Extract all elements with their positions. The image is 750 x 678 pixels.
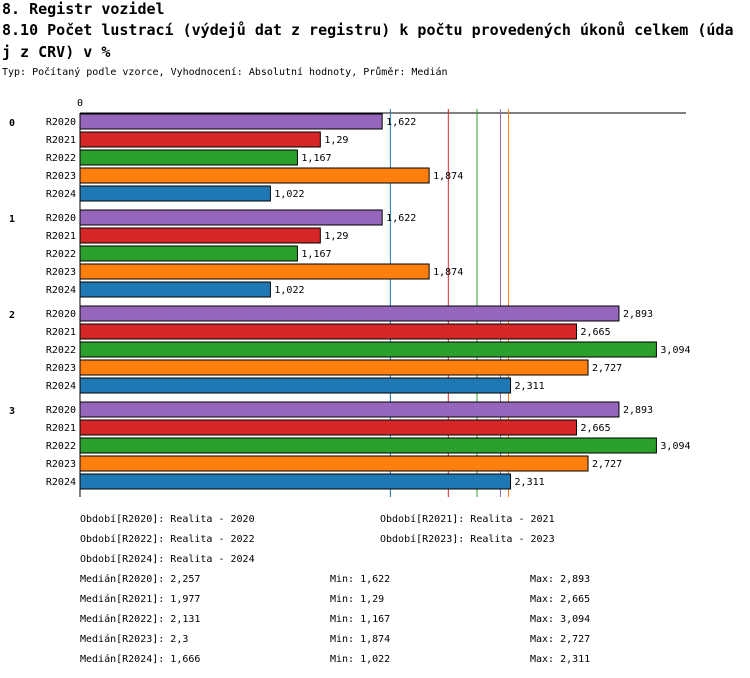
legend-period-item: Období[R2021]: Realita - 2021 bbox=[380, 514, 555, 525]
bar-category-label: R2024 bbox=[46, 477, 76, 488]
bar-category-label: R2023 bbox=[46, 267, 76, 278]
legend-period-item: Období[R2020]: Realita - 2020 bbox=[80, 514, 255, 525]
bar-r2023-group-1 bbox=[79, 263, 430, 280]
bar-category-label: R2020 bbox=[46, 117, 76, 128]
bar-r2020-group-1 bbox=[79, 209, 383, 226]
bar-r2021-group-0 bbox=[79, 131, 321, 148]
stat-max: Max: 2,311 bbox=[530, 654, 591, 665]
bar-value-label: 1,874 bbox=[433, 267, 463, 278]
bar-value-label: 2,727 bbox=[592, 459, 622, 470]
bar-r2023-group-0 bbox=[79, 167, 430, 184]
group-label: 3 bbox=[9, 406, 15, 417]
chart-title-continued: j z CRV) v % bbox=[2, 43, 111, 61]
bar-category-label: R2021 bbox=[46, 135, 76, 146]
bar-value-label: 2,893 bbox=[623, 405, 653, 416]
stat-max: Max: 2,727 bbox=[530, 634, 591, 645]
stat-max: Max: 3,094 bbox=[530, 614, 591, 625]
bar-value-label: 2,665 bbox=[580, 423, 610, 434]
stat-median: Medián[R2024]: 1,666 bbox=[80, 654, 201, 665]
bar-category-label: R2023 bbox=[46, 459, 76, 470]
bar-r2021-group-3 bbox=[79, 419, 577, 436]
bar-value-label: 1,874 bbox=[433, 171, 463, 182]
bar-category-label: R2022 bbox=[46, 249, 76, 260]
bar-value-label: 3,094 bbox=[660, 345, 690, 356]
bar-value-label: 1,022 bbox=[274, 285, 304, 296]
chart-subtitle: Typ: Počítaný podle vzorce, Vyhodnocení:… bbox=[2, 67, 448, 78]
bar-value-label: 1,622 bbox=[386, 117, 416, 128]
bar-category-label: R2024 bbox=[46, 285, 76, 296]
bar-category-label: R2024 bbox=[46, 381, 76, 392]
bar-category-label: R2021 bbox=[46, 327, 76, 338]
stat-median: Medián[R2020]: 2,257 bbox=[80, 574, 201, 585]
stat-max: Max: 2,893 bbox=[530, 574, 591, 585]
bar-value-label: 2,727 bbox=[592, 363, 622, 374]
stat-min: Min: 1,022 bbox=[330, 654, 391, 665]
group-label: 1 bbox=[9, 214, 15, 225]
stat-median: Medián[R2021]: 1,977 bbox=[80, 594, 201, 605]
stat-max: Max: 2,665 bbox=[530, 594, 591, 605]
bar-value-label: 2,311 bbox=[515, 477, 545, 488]
bar-r2022-group-2 bbox=[79, 341, 657, 358]
bar-category-label: R2020 bbox=[46, 213, 76, 224]
stat-min: Min: 1,167 bbox=[330, 614, 391, 625]
bar-r2024-group-1 bbox=[79, 281, 271, 298]
bar-r2022-group-1 bbox=[79, 245, 298, 262]
bar-category-label: R2020 bbox=[46, 405, 76, 416]
legend-period-item: Období[R2024]: Realita - 2024 bbox=[80, 554, 255, 565]
bar-category-label: R2024 bbox=[46, 189, 76, 200]
legend-period-item: Období[R2022]: Realita - 2022 bbox=[80, 534, 255, 545]
bar-value-label: 1,167 bbox=[301, 249, 331, 260]
bar-r2020-group-3 bbox=[79, 401, 620, 418]
bar-category-label: R2023 bbox=[46, 363, 76, 374]
bar-r2020-group-2 bbox=[79, 305, 620, 322]
bar-category-label: R2021 bbox=[46, 423, 76, 434]
bar-category-label: R2022 bbox=[46, 441, 76, 452]
bar-r2022-group-3 bbox=[79, 437, 657, 454]
bar-r2021-group-2 bbox=[79, 323, 577, 340]
bar-value-label: 1,29 bbox=[324, 231, 348, 242]
bar-value-label: 3,094 bbox=[660, 441, 690, 452]
legend-period-item: Období[R2023]: Realita - 2023 bbox=[380, 534, 555, 545]
bar-value-label: 1,622 bbox=[386, 213, 416, 224]
bar-category-label: R2022 bbox=[46, 153, 76, 164]
bar-r2024-group-2 bbox=[79, 377, 512, 394]
bar-r2023-group-3 bbox=[79, 455, 589, 472]
bar-value-label: 1,29 bbox=[324, 135, 348, 146]
bar-value-label: 2,665 bbox=[580, 327, 610, 338]
bar-r2022-group-0 bbox=[79, 149, 298, 166]
bar-category-label: R2020 bbox=[46, 309, 76, 320]
stat-median: Medián[R2023]: 2,3 bbox=[80, 634, 189, 645]
bar-category-label: R2021 bbox=[46, 231, 76, 242]
x-tick-label: 0 bbox=[77, 98, 83, 109]
bar-value-label: 1,167 bbox=[301, 153, 331, 164]
group-label: 2 bbox=[9, 310, 15, 321]
bar-r2020-group-0 bbox=[79, 113, 383, 130]
bar-r2021-group-1 bbox=[79, 227, 321, 244]
stat-min: Min: 1,29 bbox=[330, 594, 385, 605]
bar-value-label: 2,311 bbox=[515, 381, 545, 392]
section-title: 8. Registr vozidel bbox=[2, 0, 165, 18]
stat-median: Medián[R2022]: 2,131 bbox=[80, 614, 201, 625]
chart-title: 8.10 Počet lustrací (výdejů dat z regist… bbox=[2, 21, 734, 39]
group-label: 0 bbox=[9, 118, 15, 129]
bar-r2024-group-0 bbox=[79, 185, 271, 202]
stat-min: Min: 1,622 bbox=[330, 574, 391, 585]
stat-min: Min: 1,874 bbox=[330, 634, 391, 645]
bar-r2024-group-3 bbox=[79, 473, 512, 490]
bar-category-label: R2023 bbox=[46, 171, 76, 182]
bar-value-label: 1,022 bbox=[274, 189, 304, 200]
bar-category-label: R2022 bbox=[46, 345, 76, 356]
bar-r2023-group-2 bbox=[79, 359, 589, 376]
bar-value-label: 2,893 bbox=[623, 309, 653, 320]
